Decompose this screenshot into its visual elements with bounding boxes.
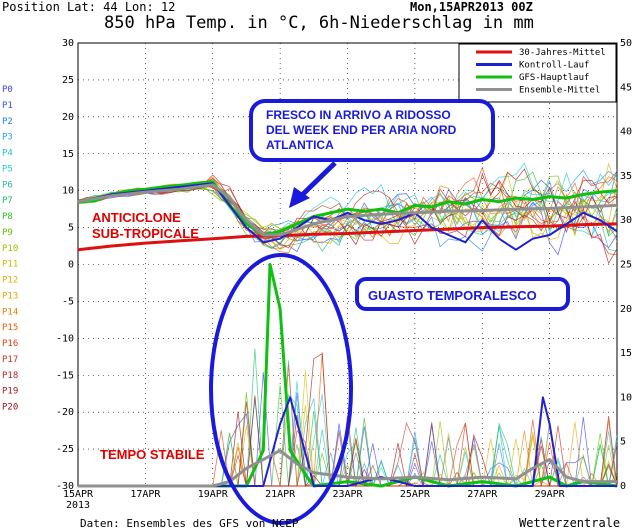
- y-left-tick-label: -5: [62, 296, 74, 307]
- perturbation-label-p17: P17: [2, 355, 18, 365]
- y-left-tick-label: 10: [62, 186, 74, 197]
- x-year-label: 2013: [66, 500, 90, 511]
- x-tick-label: 17APR: [130, 489, 161, 500]
- run-date: Mon,15APR2013 00Z: [410, 0, 533, 14]
- perturbation-label-p4: P4: [2, 149, 13, 159]
- y-right-tick-label: 40: [620, 127, 632, 138]
- perturbation-label-p2: P2: [2, 117, 13, 127]
- chart-title: 850 hPa Temp. in °C, 6h-Niederschlag in …: [104, 13, 534, 33]
- y-right-tick-label: 0: [620, 481, 626, 492]
- y-right-tick-label: 15: [620, 348, 632, 359]
- precip-line-ensemble-mittel: [78, 449, 617, 488]
- y-right-tick-label: 45: [620, 82, 632, 93]
- legend-box: [458, 43, 617, 103]
- precip-line-gfs-hauptlauf: [78, 263, 618, 488]
- perturbation-label-p13: P13: [2, 291, 18, 301]
- perturbation-label-p9: P9: [2, 228, 13, 238]
- annotation-anticiclone: ANTICICLONE SUB-TROPICALE: [92, 210, 199, 241]
- anticiclone-line-1: ANTICICLONE: [92, 210, 181, 225]
- x-axis: 15APR 17APR 19APR 21APR 23APR 25APR 27APR 29APR…: [63, 489, 566, 511]
- position-label: Position Lat: 44 Lon: 12: [2, 0, 175, 14]
- precipitation-series: [78, 263, 618, 488]
- legend: 30-Jahres-Mittel Kontroll-Lauf GFS-Hauptla…: [458, 43, 617, 103]
- annotation-fresco: FRESCO IN ARRIVO A RIDOSSO DEL WEEK END …: [249, 99, 495, 208]
- perturbation-label-p14: P14: [2, 307, 18, 317]
- perturbation-label-p16: P16: [2, 339, 18, 349]
- x-tick-label: 21APR: [265, 489, 296, 500]
- y-left-tick-label: 20: [62, 112, 74, 123]
- y-right-tick-label: 20: [620, 304, 632, 315]
- fresco-arrow-line: [298, 161, 337, 199]
- perturbation-label-p6: P6: [2, 180, 13, 190]
- perturbation-label-p11: P11: [2, 260, 18, 270]
- perturbation-label-p19: P19: [2, 387, 18, 397]
- precip-line-kontroll-lauf: [78, 396, 617, 487]
- perturbation-label-p18: P18: [2, 371, 18, 381]
- perturbation-label-p20: P20: [2, 403, 18, 413]
- member-temp-p14: [77, 176, 618, 250]
- legend-label-gfs-hauptlauf: GFS-Hauptlauf: [519, 73, 589, 83]
- y-left-tick-label: 0: [68, 260, 74, 271]
- perturbation-label-p1: P1: [2, 101, 13, 111]
- fresco-arrow-head: [289, 187, 310, 208]
- perturbation-label-p5: P5: [2, 164, 13, 174]
- perturbation-label-p0: P0: [2, 85, 13, 95]
- temperature-series: [77, 180, 618, 252]
- x-tick-label: 15APR: [63, 489, 94, 500]
- brand-label: Wetterzentrale: [519, 516, 620, 530]
- temp-line-30-jahres-mittel: [77, 222, 618, 252]
- y-right-tick-label: 30: [620, 215, 632, 226]
- x-tick-label: 29APR: [535, 489, 566, 500]
- storm-highlight-ellipse: [209, 253, 353, 525]
- guasto-text: GUASTO TEMPORALESCO: [368, 288, 537, 303]
- x-tick-label: 19APR: [198, 489, 229, 500]
- x-tick-label: 27APR: [467, 489, 498, 500]
- annotation-guasto: GUASTO TEMPORALESCO: [355, 277, 570, 311]
- perturbation-label-p7: P7: [2, 196, 13, 206]
- y-right-tick-label: 10: [620, 392, 632, 403]
- y-left-tick-label: -10: [56, 333, 74, 344]
- y-right-tick-label: 5: [620, 437, 626, 448]
- legend-label-30-jahres-mittel: 30-Jahres-Mittel: [519, 48, 606, 58]
- legend-label-kontroll-lauf: Kontroll-Lauf: [519, 61, 589, 71]
- fresco-box: [249, 99, 495, 162]
- x-tick-label: 23APR: [332, 489, 363, 500]
- fresco-line-1: FRESCO IN ARRIVO A RIDOSSO: [266, 108, 451, 122]
- y-left-tick-label: -15: [56, 370, 74, 381]
- annotation-stabile: TEMPO STABILE: [100, 447, 205, 462]
- perturbation-label-p10: P10: [2, 244, 18, 254]
- fresco-line-3: ATLANTICA: [266, 138, 334, 152]
- y-axis-left: 30 25 20 15 10 5 0 -5 -10 -15 -20 -25 -30: [56, 38, 74, 492]
- y-left-tick-label: 5: [68, 223, 74, 234]
- perturbation-label-p15: P15: [2, 323, 18, 333]
- y-left-tick-label: 15: [62, 149, 74, 160]
- legend-label-ensemble-mittel: Ensemble-Mittel: [519, 86, 600, 96]
- perturbation-label-p8: P8: [2, 212, 13, 222]
- temp-line-ensemble-mittel: [77, 183, 618, 237]
- y-right-tick-label: 25: [620, 260, 632, 271]
- y-right-tick-label: 50: [620, 38, 632, 49]
- data-source: Daten: Ensembles des GFS von NCEP: [80, 517, 299, 530]
- y-right-tick-label: 35: [620, 171, 632, 182]
- guasto-box: [355, 277, 570, 311]
- y-left-tick-label: -20: [56, 407, 74, 418]
- perturbation-label-p12: P12: [2, 276, 18, 286]
- perturbation-labels: P0 P1 P2 P3 P4 P5 P6 P7 P8 P9 P10 P11 P12 P13 P14 P15 P1…: [2, 85, 18, 413]
- y-left-tick-label: 25: [62, 75, 74, 86]
- anticiclone-line-2: SUB-TROPICALE: [92, 226, 199, 241]
- fresco-line-2: DEL WEEK END PER ARIA NORD: [266, 123, 457, 137]
- perturbation-label-p3: P3: [2, 133, 13, 143]
- y-left-tick-label: -25: [56, 444, 74, 455]
- temp-line-gfs-hauptlauf: [77, 180, 618, 237]
- x-tick-label: 25APR: [400, 489, 431, 500]
- temp-line-kontroll-lauf: [77, 182, 618, 251]
- y-left-tick-label: 30: [62, 38, 74, 49]
- y-left-tick-label: -30: [56, 481, 74, 492]
